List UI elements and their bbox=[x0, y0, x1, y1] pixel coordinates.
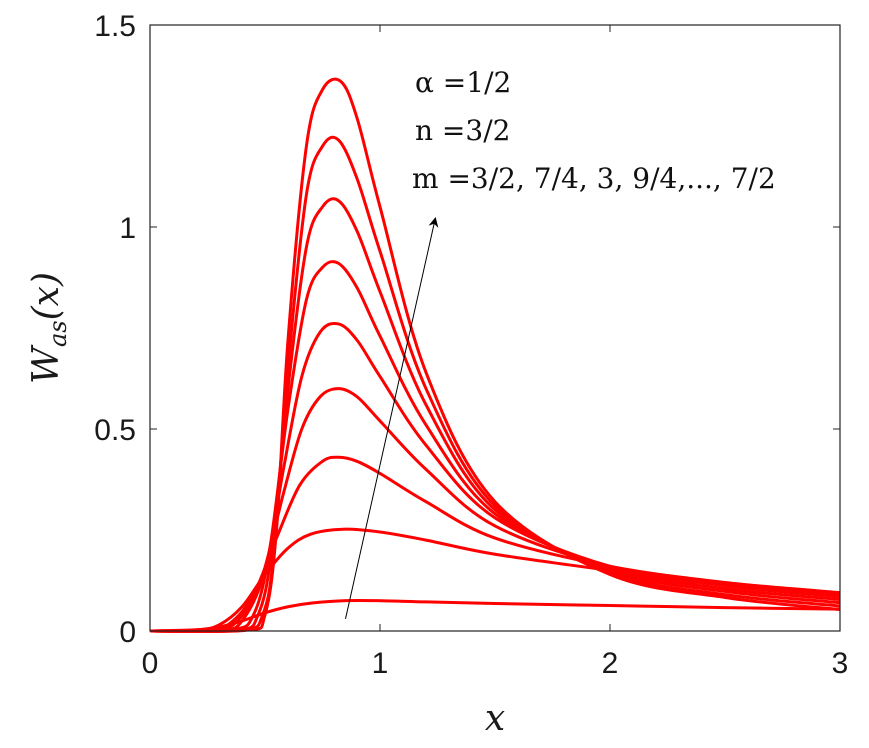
ticks-group bbox=[149, 24, 841, 632]
trend-arrow bbox=[345, 216, 439, 619]
svg-text:Was(x): Was(x) bbox=[26, 272, 72, 384]
annotation-n: n =3/2 bbox=[415, 114, 510, 147]
y-axis-label-main: W bbox=[26, 344, 67, 384]
x-tick-label: 1 bbox=[372, 647, 389, 680]
y-tick-label: 1 bbox=[119, 212, 136, 245]
series-line-9 bbox=[149, 77, 841, 634]
y-tick-label: 0.5 bbox=[94, 414, 136, 447]
tick-labels-group: 0 1 2 3 0 0.5 1 1.5 bbox=[94, 10, 848, 680]
x-axis-label: x bbox=[485, 698, 505, 739]
annotation-alpha: α =1/2 bbox=[415, 66, 511, 99]
y-tick-label: 0 bbox=[119, 616, 136, 649]
x-tick-label: 2 bbox=[602, 647, 619, 680]
y-axis-label-sub: as bbox=[44, 320, 72, 347]
series-line-6 bbox=[149, 260, 841, 633]
x-tick-label: 3 bbox=[832, 647, 849, 680]
y-axis-label-arg: (x) bbox=[26, 272, 67, 320]
x-tick-label: 0 bbox=[142, 647, 159, 680]
annotation-m: m =3/2, 7/4, 3, 9/4,..., 7/2 bbox=[412, 162, 776, 195]
y-axis-label: Was(x) bbox=[26, 272, 72, 384]
plot-area bbox=[150, 25, 840, 631]
annotations-group: α =1/2 n =3/2 m =3/2, 7/4, 3, 9/4,..., 7… bbox=[412, 66, 776, 195]
series-line-5 bbox=[149, 321, 841, 633]
plot-frame bbox=[149, 24, 841, 632]
y-tick-label: 1.5 bbox=[94, 10, 136, 43]
curves-group bbox=[149, 77, 841, 634]
